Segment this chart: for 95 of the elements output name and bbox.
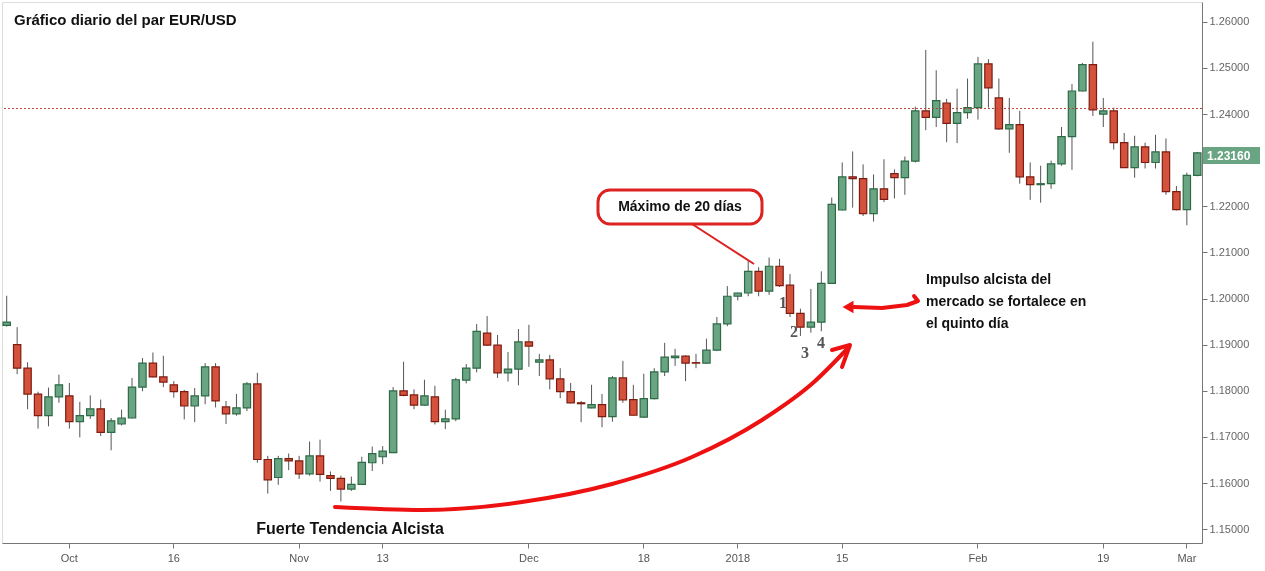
candlestick	[984, 58, 993, 109]
candlestick	[681, 354, 690, 382]
candlestick	[754, 266, 763, 297]
candlestick	[963, 78, 972, 120]
candlestick	[503, 351, 513, 383]
annotation: Impulso alcista del mercado se fortalece en el quinto día	[926, 271, 1087, 331]
candlestick	[1025, 162, 1035, 201]
candlestick	[305, 441, 314, 477]
candlestick	[900, 156, 910, 196]
candlestick	[96, 399, 105, 437]
annotation: 1	[779, 294, 787, 311]
y-tick-label: 1.20000	[1209, 292, 1250, 305]
x-tick-label: 2018	[725, 551, 751, 564]
candlestick	[221, 400, 231, 425]
candlestick	[1036, 165, 1045, 204]
x-tick-label: Dec	[519, 551, 540, 564]
x-tick-label: 15	[836, 551, 849, 564]
candlestick	[294, 455, 304, 480]
candlestick	[33, 391, 43, 430]
x-tick-label: 16	[167, 551, 180, 564]
x-tick-label: 19	[1097, 551, 1110, 564]
x-tick-label: Oct	[60, 551, 78, 564]
candlestick	[931, 69, 941, 128]
candlestick	[545, 354, 555, 390]
candlestick	[1046, 160, 1056, 190]
y-tick-label: 1.24000	[1209, 107, 1250, 120]
annotation: Máximo de 20 días	[618, 198, 743, 214]
candlestick	[159, 355, 168, 388]
candlestick	[796, 308, 805, 337]
candlestick	[775, 258, 784, 288]
candlestick	[1005, 97, 1014, 154]
candlestick	[587, 384, 596, 409]
y-tick-label: 1.26000	[1209, 15, 1250, 28]
candlestick	[1099, 97, 1108, 128]
candlestick	[409, 388, 419, 410]
candlestick	[12, 326, 22, 375]
candlestick	[702, 338, 711, 365]
candlestick	[890, 168, 899, 199]
x-tick-label: Nov	[289, 551, 310, 564]
y-tick-label: 1.25000	[1209, 61, 1250, 74]
candlestick	[75, 401, 85, 438]
candlestick	[597, 393, 607, 428]
candlestick	[2, 295, 11, 328]
y-tick-label: 1.15000	[1209, 522, 1250, 535]
candlestick	[576, 400, 586, 423]
candlestick	[336, 475, 346, 502]
x-tick-label: 13	[376, 551, 389, 564]
candlestick	[848, 150, 857, 209]
y-tick-label: 1.18000	[1209, 384, 1250, 397]
candlestick	[1140, 142, 1150, 169]
candlestick	[420, 379, 429, 407]
y-tick-label: 1.19000	[1209, 338, 1250, 351]
x-tick-label: 18	[637, 551, 650, 564]
candlestick	[179, 389, 189, 420]
candlestick	[629, 384, 638, 417]
candlestick	[1130, 135, 1139, 179]
candlestick	[399, 361, 408, 397]
y-tick-label: 1.16000	[1209, 476, 1250, 489]
candlestick	[1151, 134, 1160, 169]
candlestick	[242, 381, 252, 412]
annotation: 3	[801, 344, 809, 361]
candlestick	[138, 357, 147, 392]
candlestick	[326, 471, 335, 492]
x-tick-label: Feb	[968, 551, 988, 564]
annotation: 2	[790, 323, 798, 340]
annotation: Fuerte Tendencia Alcista	[256, 520, 444, 537]
candlestick	[1172, 185, 1181, 211]
candlestick	[743, 260, 753, 297]
candlestick	[524, 324, 534, 368]
candlestick	[921, 49, 931, 131]
candlestick	[942, 98, 951, 143]
candlestick	[618, 360, 628, 404]
candlestick	[232, 393, 241, 417]
y-tick-label: 1.22000	[1209, 199, 1250, 212]
candlestick	[691, 353, 701, 369]
candlestick	[952, 88, 962, 144]
candlestick	[106, 417, 116, 451]
candlestick	[273, 455, 283, 486]
candlestick	[86, 394, 95, 420]
candlestick	[879, 158, 889, 203]
y-tick-label: 1.17000	[1209, 430, 1250, 443]
x-tick-label: Mar	[1177, 551, 1197, 564]
y-tick-label: 1.21000	[1209, 245, 1250, 258]
candlestick	[315, 439, 325, 483]
candlestick	[54, 374, 64, 404]
candlestick	[806, 288, 816, 334]
candlestick	[190, 387, 199, 423]
candlestick	[148, 352, 158, 378]
candlestick	[482, 315, 492, 347]
annotation: 4	[817, 334, 825, 351]
candlestick	[44, 387, 53, 427]
candlestick	[639, 373, 649, 419]
candlestick	[535, 353, 544, 377]
text: Gráfico diario del par EUR/USD	[14, 11, 237, 28]
text: 1.23160	[1207, 148, 1251, 163]
